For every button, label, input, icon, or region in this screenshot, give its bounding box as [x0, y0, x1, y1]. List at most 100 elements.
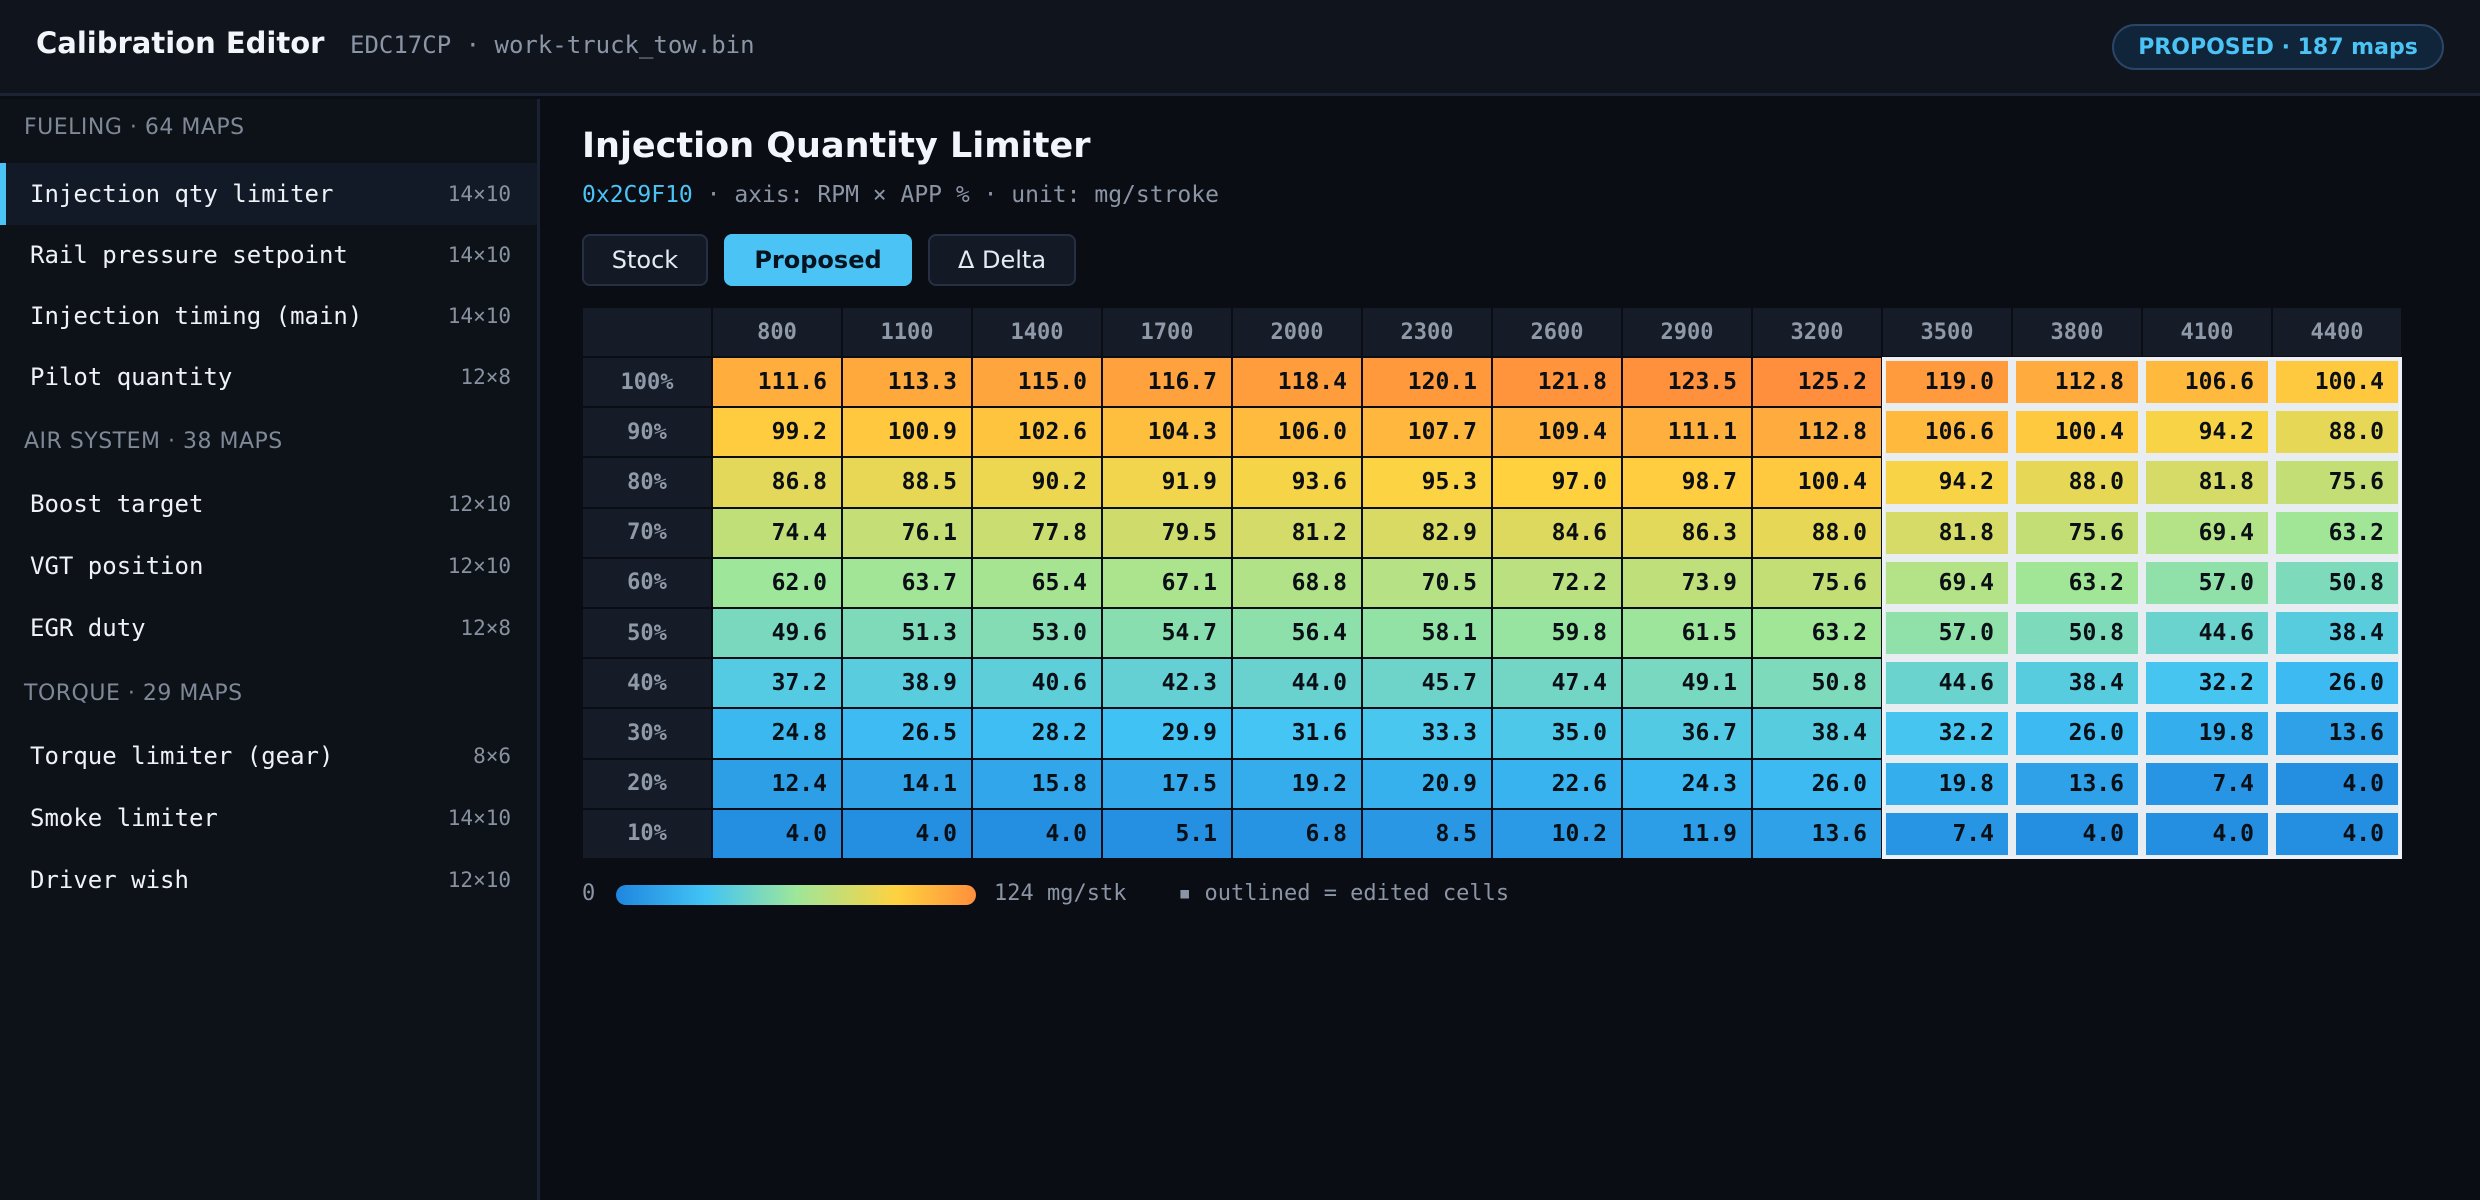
- edited-map-cell[interactable]: 38.4: [2272, 608, 2402, 659]
- sidebar-item-rail-pressure-setpoint[interactable]: Rail pressure setpoint 14×10: [0, 224, 537, 286]
- map-cell[interactable]: 100.4: [1752, 457, 1882, 508]
- edited-map-cell[interactable]: 4.0: [2012, 808, 2142, 859]
- map-cell[interactable]: 33.3: [1362, 708, 1492, 759]
- edited-map-cell[interactable]: 69.4: [2142, 507, 2272, 558]
- map-cell[interactable]: 125.2: [1752, 357, 1882, 408]
- map-cell[interactable]: 6.8: [1232, 808, 1362, 859]
- map-cell[interactable]: 100.9: [842, 407, 972, 458]
- edited-map-cell[interactable]: 50.8: [2272, 557, 2402, 608]
- map-cell[interactable]: 107.7: [1362, 407, 1492, 458]
- map-cell[interactable]: 75.6: [1752, 557, 1882, 608]
- map-cell[interactable]: 72.2: [1492, 557, 1622, 608]
- status-badge[interactable]: PROPOSED · 187 maps: [2112, 24, 2444, 70]
- sidebar-item-injection-timing-main[interactable]: Injection timing (main) 14×10: [0, 285, 537, 347]
- map-cell[interactable]: 53.0: [972, 608, 1102, 659]
- map-cell[interactable]: 86.3: [1622, 507, 1752, 558]
- map-cell[interactable]: 84.6: [1492, 507, 1622, 558]
- map-cell[interactable]: 120.1: [1362, 357, 1492, 408]
- map-cell[interactable]: 37.2: [712, 658, 842, 709]
- map-cell[interactable]: 40.6: [972, 658, 1102, 709]
- edited-map-cell[interactable]: 32.2: [2142, 658, 2272, 709]
- map-cell[interactable]: 88.0: [1752, 507, 1882, 558]
- edited-map-cell[interactable]: 4.0: [2272, 808, 2402, 859]
- edited-map-cell[interactable]: 69.4: [1882, 557, 2012, 608]
- map-cell[interactable]: 88.5: [842, 457, 972, 508]
- sidebar-item-egr-duty[interactable]: EGR duty 12×8: [0, 597, 537, 659]
- map-cell[interactable]: 61.5: [1622, 608, 1752, 659]
- edited-map-cell[interactable]: 57.0: [2142, 557, 2272, 608]
- edited-map-cell[interactable]: 4.0: [2142, 808, 2272, 859]
- map-cell[interactable]: 11.9: [1622, 808, 1752, 859]
- map-cell[interactable]: 65.4: [972, 557, 1102, 608]
- map-cell[interactable]: 14.1: [842, 758, 972, 809]
- sidebar-item-pilot-quantity[interactable]: Pilot quantity 12×8: [0, 346, 537, 408]
- map-cell[interactable]: 121.8: [1492, 357, 1622, 408]
- map-cell[interactable]: 106.0: [1232, 407, 1362, 458]
- map-cell[interactable]: 73.9: [1622, 557, 1752, 608]
- map-cell[interactable]: 62.0: [712, 557, 842, 608]
- map-cell[interactable]: 22.6: [1492, 758, 1622, 809]
- map-cell[interactable]: 51.3: [842, 608, 972, 659]
- map-cell[interactable]: 93.6: [1232, 457, 1362, 508]
- map-cell[interactable]: 99.2: [712, 407, 842, 458]
- map-cell[interactable]: 67.1: [1102, 557, 1232, 608]
- map-cell[interactable]: 63.7: [842, 557, 972, 608]
- edited-map-cell[interactable]: 81.8: [1882, 507, 2012, 558]
- edited-map-cell[interactable]: 75.6: [2272, 457, 2402, 508]
- map-cell[interactable]: 56.4: [1232, 608, 1362, 659]
- map-cell[interactable]: 95.3: [1362, 457, 1492, 508]
- sidebar-item-boost-target[interactable]: Boost target 12×10: [0, 473, 537, 535]
- edited-map-cell[interactable]: 81.8: [2142, 457, 2272, 508]
- map-cell[interactable]: 91.9: [1102, 457, 1232, 508]
- edited-map-cell[interactable]: 13.6: [2012, 758, 2142, 809]
- stock-view-button[interactable]: Stock: [582, 234, 708, 286]
- map-cell[interactable]: 74.4: [712, 507, 842, 558]
- map-cell[interactable]: 8.5: [1362, 808, 1492, 859]
- edited-map-cell[interactable]: 38.4: [2012, 658, 2142, 709]
- edited-map-cell[interactable]: 63.2: [2012, 557, 2142, 608]
- map-cell[interactable]: 47.4: [1492, 658, 1622, 709]
- map-cell[interactable]: 4.0: [842, 808, 972, 859]
- edited-map-cell[interactable]: 88.0: [2012, 457, 2142, 508]
- map-cell[interactable]: 38.9: [842, 658, 972, 709]
- map-cell[interactable]: 26.0: [1752, 758, 1882, 809]
- edited-map-cell[interactable]: 26.0: [2272, 658, 2402, 709]
- edited-map-cell[interactable]: 50.8: [2012, 608, 2142, 659]
- map-cell[interactable]: 111.6: [712, 357, 842, 408]
- edited-map-cell[interactable]: 112.8: [2012, 357, 2142, 408]
- edited-map-cell[interactable]: 19.8: [2142, 708, 2272, 759]
- proposed-view-button[interactable]: Proposed: [724, 234, 912, 286]
- edited-map-cell[interactable]: 32.2: [1882, 708, 2012, 759]
- sidebar-item-driver-wish[interactable]: Driver wish 12×10: [0, 849, 537, 911]
- edited-map-cell[interactable]: 119.0: [1882, 357, 2012, 408]
- map-cell[interactable]: 49.6: [712, 608, 842, 659]
- map-cell[interactable]: 36.7: [1622, 708, 1752, 759]
- edited-map-cell[interactable]: 63.2: [2272, 507, 2402, 558]
- map-cell[interactable]: 76.1: [842, 507, 972, 558]
- map-cell[interactable]: 42.3: [1102, 658, 1232, 709]
- map-cell[interactable]: 111.1: [1622, 407, 1752, 458]
- edited-map-cell[interactable]: 4.0: [2272, 758, 2402, 809]
- map-cell[interactable]: 90.2: [972, 457, 1102, 508]
- map-cell[interactable]: 35.0: [1492, 708, 1622, 759]
- edited-map-cell[interactable]: 19.8: [1882, 758, 2012, 809]
- edited-map-cell[interactable]: 13.6: [2272, 708, 2402, 759]
- edited-map-cell[interactable]: 100.4: [2272, 357, 2402, 408]
- map-cell[interactable]: 79.5: [1102, 507, 1232, 558]
- edited-map-cell[interactable]: 94.2: [2142, 407, 2272, 458]
- map-cell[interactable]: 29.9: [1102, 708, 1232, 759]
- edited-map-cell[interactable]: 44.6: [1882, 658, 2012, 709]
- edited-map-cell[interactable]: 88.0: [2272, 407, 2402, 458]
- map-cell[interactable]: 98.7: [1622, 457, 1752, 508]
- edited-map-cell[interactable]: 106.6: [2142, 357, 2272, 408]
- edited-map-cell[interactable]: 75.6: [2012, 507, 2142, 558]
- edited-map-cell[interactable]: 26.0: [2012, 708, 2142, 759]
- map-cell[interactable]: 97.0: [1492, 457, 1622, 508]
- map-cell[interactable]: 50.8: [1752, 658, 1882, 709]
- map-cell[interactable]: 82.9: [1362, 507, 1492, 558]
- map-cell[interactable]: 45.7: [1362, 658, 1492, 709]
- map-cell[interactable]: 81.2: [1232, 507, 1362, 558]
- map-cell[interactable]: 15.8: [972, 758, 1102, 809]
- map-cell[interactable]: 19.2: [1232, 758, 1362, 809]
- map-cell[interactable]: 5.1: [1102, 808, 1232, 859]
